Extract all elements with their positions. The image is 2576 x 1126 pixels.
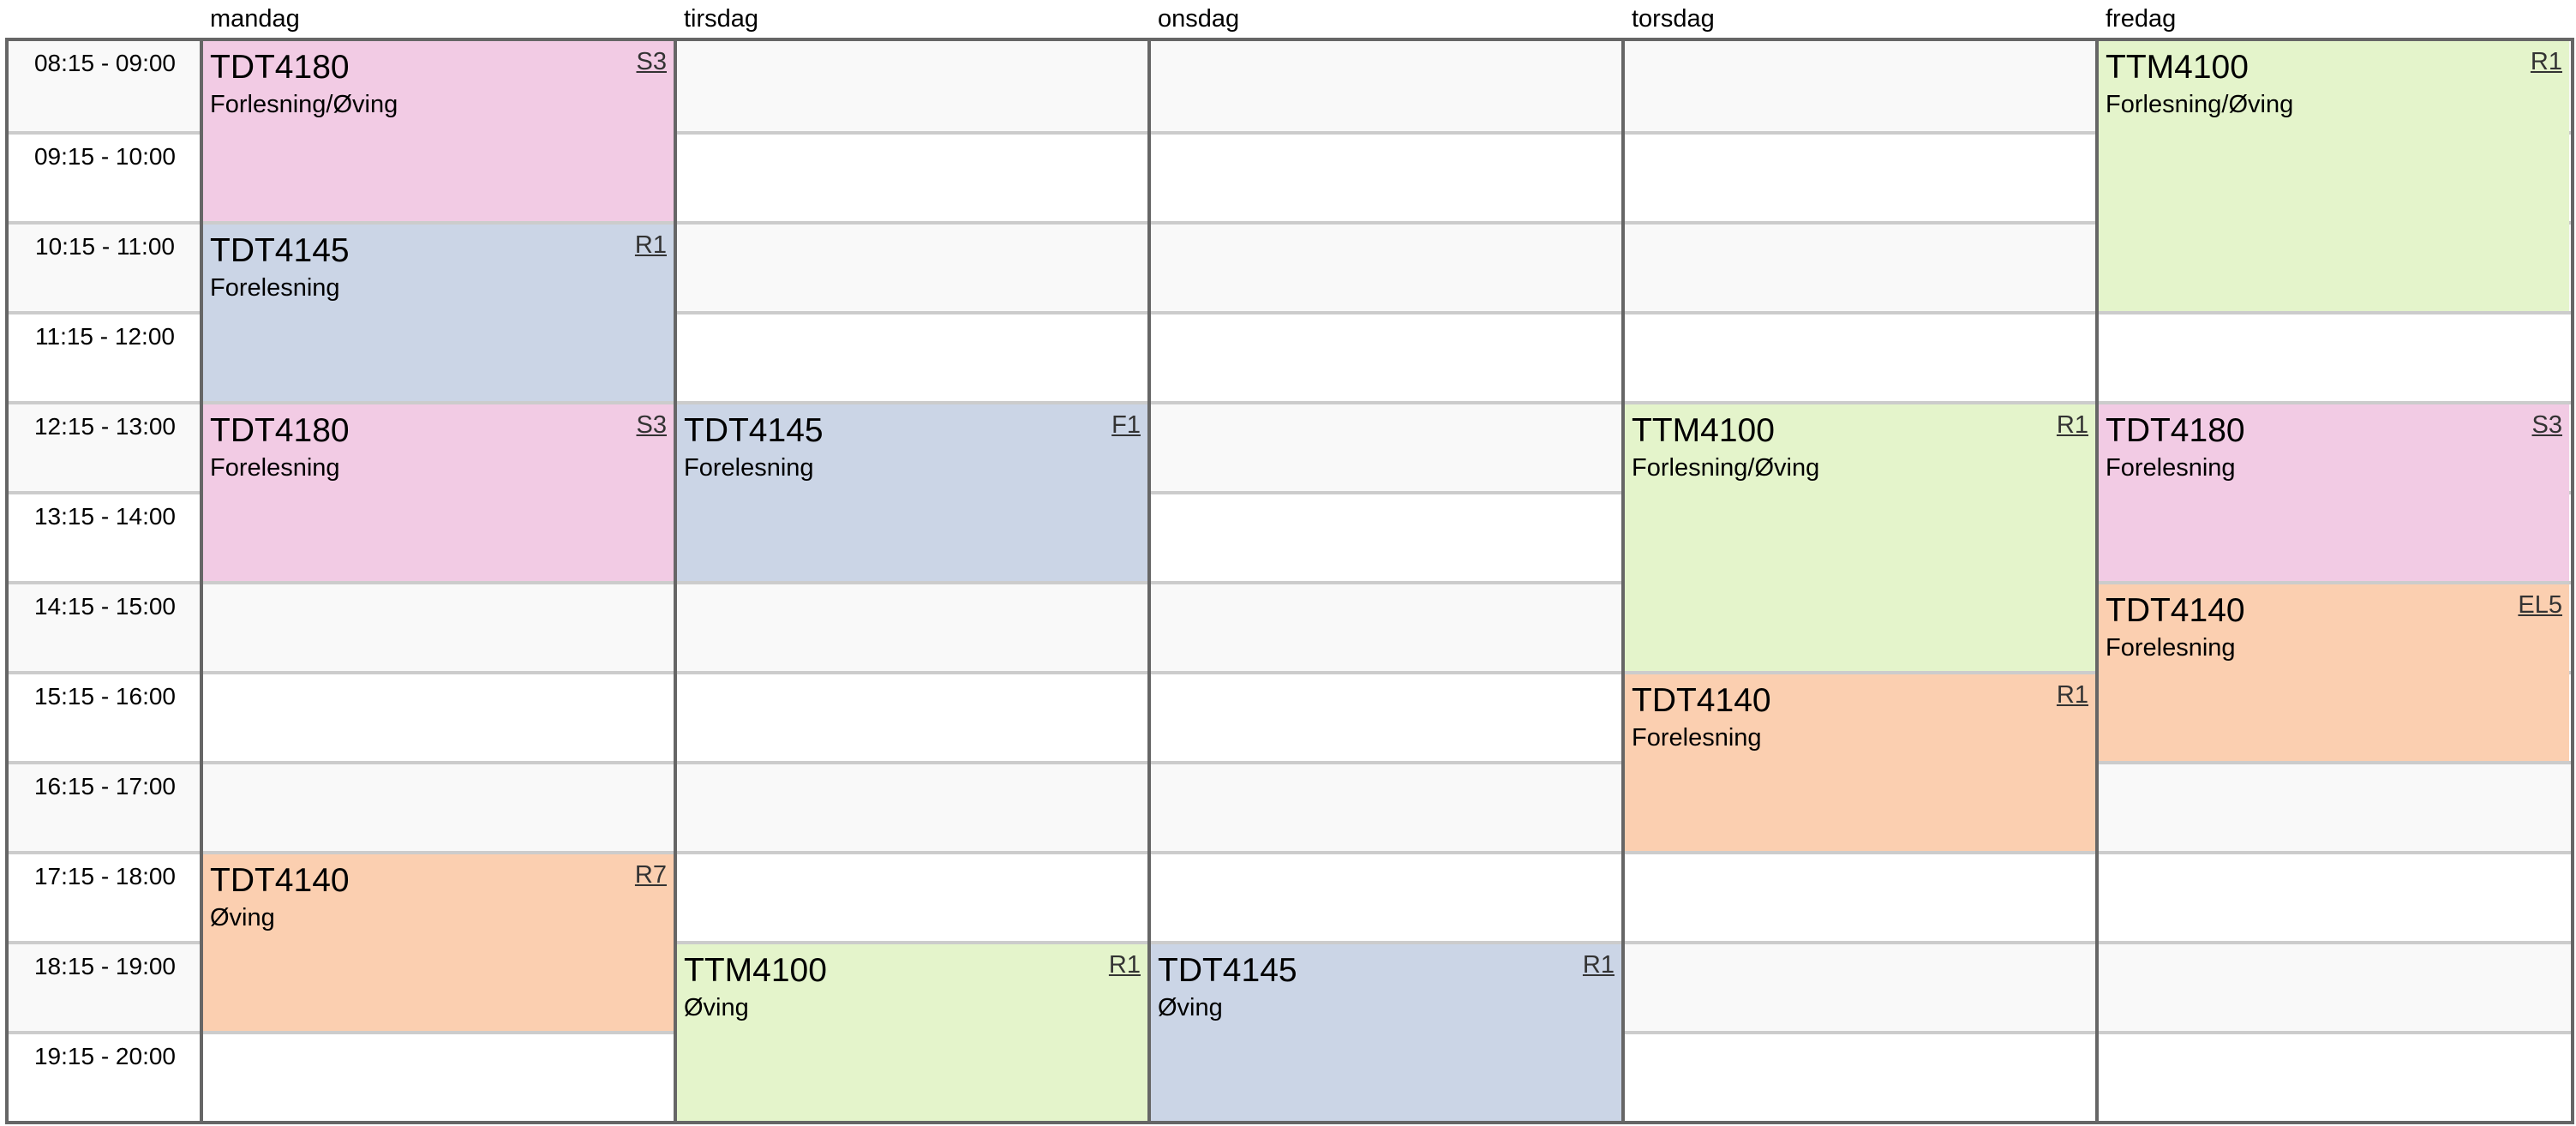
event-tdt4180[interactable]: TDT4180 Forlesning/Øving S3 xyxy=(203,41,674,221)
event-room-link[interactable]: R1 xyxy=(634,231,667,259)
time-slot-label: 17:15 - 18:00 xyxy=(33,863,177,889)
event-type: Forelesning xyxy=(210,454,340,482)
timetable-grid: 08:15 - 09:00 09:15 - 10:00 10:15 - 11:00 1… xyxy=(5,38,2574,1124)
event-type: Øving xyxy=(684,994,749,1021)
day-column-divider xyxy=(674,41,677,1121)
day-header-tirsdag: tirsdag xyxy=(684,5,759,33)
event-course-code: TDT4145 xyxy=(210,232,350,269)
event-course-code: TDT4145 xyxy=(1158,952,1297,989)
event-room-link[interactable]: F1 xyxy=(1111,411,1141,439)
event-course-code: TDT4140 xyxy=(210,862,350,899)
day-column-divider xyxy=(200,41,203,1121)
time-slot-label: 16:15 - 17:00 xyxy=(33,773,177,800)
event-type: Forelesning xyxy=(684,454,814,482)
day-header-mandag: mandag xyxy=(210,5,300,33)
time-slot-label: 14:15 - 15:00 xyxy=(33,593,177,620)
event-course-code: TDT4180 xyxy=(210,49,350,86)
day-column-divider xyxy=(1621,41,1625,1121)
day-column-divider xyxy=(1147,41,1151,1121)
event-room-link[interactable]: R1 xyxy=(1108,951,1141,979)
event-room-link[interactable]: R7 xyxy=(634,861,667,889)
time-slot-label: 19:15 - 20:00 xyxy=(33,1043,177,1069)
event-ttm4100[interactable]: TTM4100 Øving R1 xyxy=(677,941,1147,1121)
day-header-fredag: fredag xyxy=(2106,5,2177,33)
time-slot-label: 08:15 - 09:00 xyxy=(33,50,177,76)
event-room-link[interactable]: R1 xyxy=(2530,48,2562,75)
time-slot-label: 18:15 - 19:00 xyxy=(33,953,177,979)
event-room-link[interactable]: S3 xyxy=(2531,411,2562,439)
event-room-link[interactable]: EL5 xyxy=(2518,591,2562,619)
event-course-code: TDT4145 xyxy=(684,412,824,449)
event-tdt4145[interactable]: TDT4145 Forelesning F1 xyxy=(677,401,1147,581)
event-room-link[interactable]: R1 xyxy=(2056,411,2088,439)
event-room-link[interactable]: S3 xyxy=(636,411,667,439)
event-tdt4140[interactable]: TDT4140 Forelesning EL5 xyxy=(2099,581,2569,761)
event-room-link[interactable]: R1 xyxy=(2056,681,2088,709)
event-course-code: TDT4180 xyxy=(2106,412,2245,449)
event-type: Øving xyxy=(210,904,275,931)
event-ttm4100[interactable]: TTM4100 Forlesning/Øving R1 xyxy=(2099,41,2569,311)
event-tdt4180[interactable]: TDT4180 Forelesning S3 xyxy=(2099,401,2569,581)
event-tdt4145[interactable]: TDT4145 Forelesning R1 xyxy=(203,221,674,401)
time-slot-label: 11:15 - 12:00 xyxy=(35,323,175,350)
event-course-code: TDT4180 xyxy=(210,412,350,449)
event-type: Forelesning xyxy=(2106,454,2236,482)
event-tdt4180[interactable]: TDT4180 Forelesning S3 xyxy=(203,401,674,581)
event-tdt4140[interactable]: TDT4140 Øving R7 xyxy=(203,851,674,1031)
event-course-code: TDT4140 xyxy=(2106,592,2245,629)
event-tdt4140[interactable]: TDT4140 Forelesning R1 xyxy=(1625,671,2095,851)
event-type: Forlesning/Øving xyxy=(1632,454,1820,482)
event-course-code: TTM4100 xyxy=(2106,49,2249,86)
time-slot-label: 09:15 - 10:00 xyxy=(33,143,177,170)
time-slot-label: 12:15 - 13:00 xyxy=(33,413,177,440)
event-room-link[interactable]: S3 xyxy=(636,48,667,75)
event-type: Øving xyxy=(1158,994,1223,1021)
event-tdt4145[interactable]: TDT4145 Øving R1 xyxy=(1151,941,1621,1121)
day-column-divider xyxy=(2095,41,2099,1121)
time-slot-label: 13:15 - 14:00 xyxy=(33,503,177,530)
event-type: Forlesning/Øving xyxy=(2106,91,2294,118)
event-course-code: TTM4100 xyxy=(1632,412,1775,449)
event-type: Forelesning xyxy=(1632,724,1762,752)
event-type: Forelesning xyxy=(2106,634,2236,662)
day-header-torsdag: torsdag xyxy=(1632,5,1715,33)
time-slot-label: 10:15 - 11:00 xyxy=(35,233,175,260)
time-slot-label: 15:15 - 16:00 xyxy=(33,683,177,710)
event-room-link[interactable]: R1 xyxy=(1582,951,1614,979)
event-course-code: TTM4100 xyxy=(684,952,827,989)
event-type: Forlesning/Øving xyxy=(210,91,398,118)
event-ttm4100[interactable]: TTM4100 Forlesning/Øving R1 xyxy=(1625,401,2095,671)
time-row: 16:15 - 17:00 xyxy=(9,761,2571,851)
event-course-code: TDT4140 xyxy=(1632,682,1771,719)
event-type: Forelesning xyxy=(210,274,340,302)
day-header-onsdag: onsdag xyxy=(1158,5,1240,33)
